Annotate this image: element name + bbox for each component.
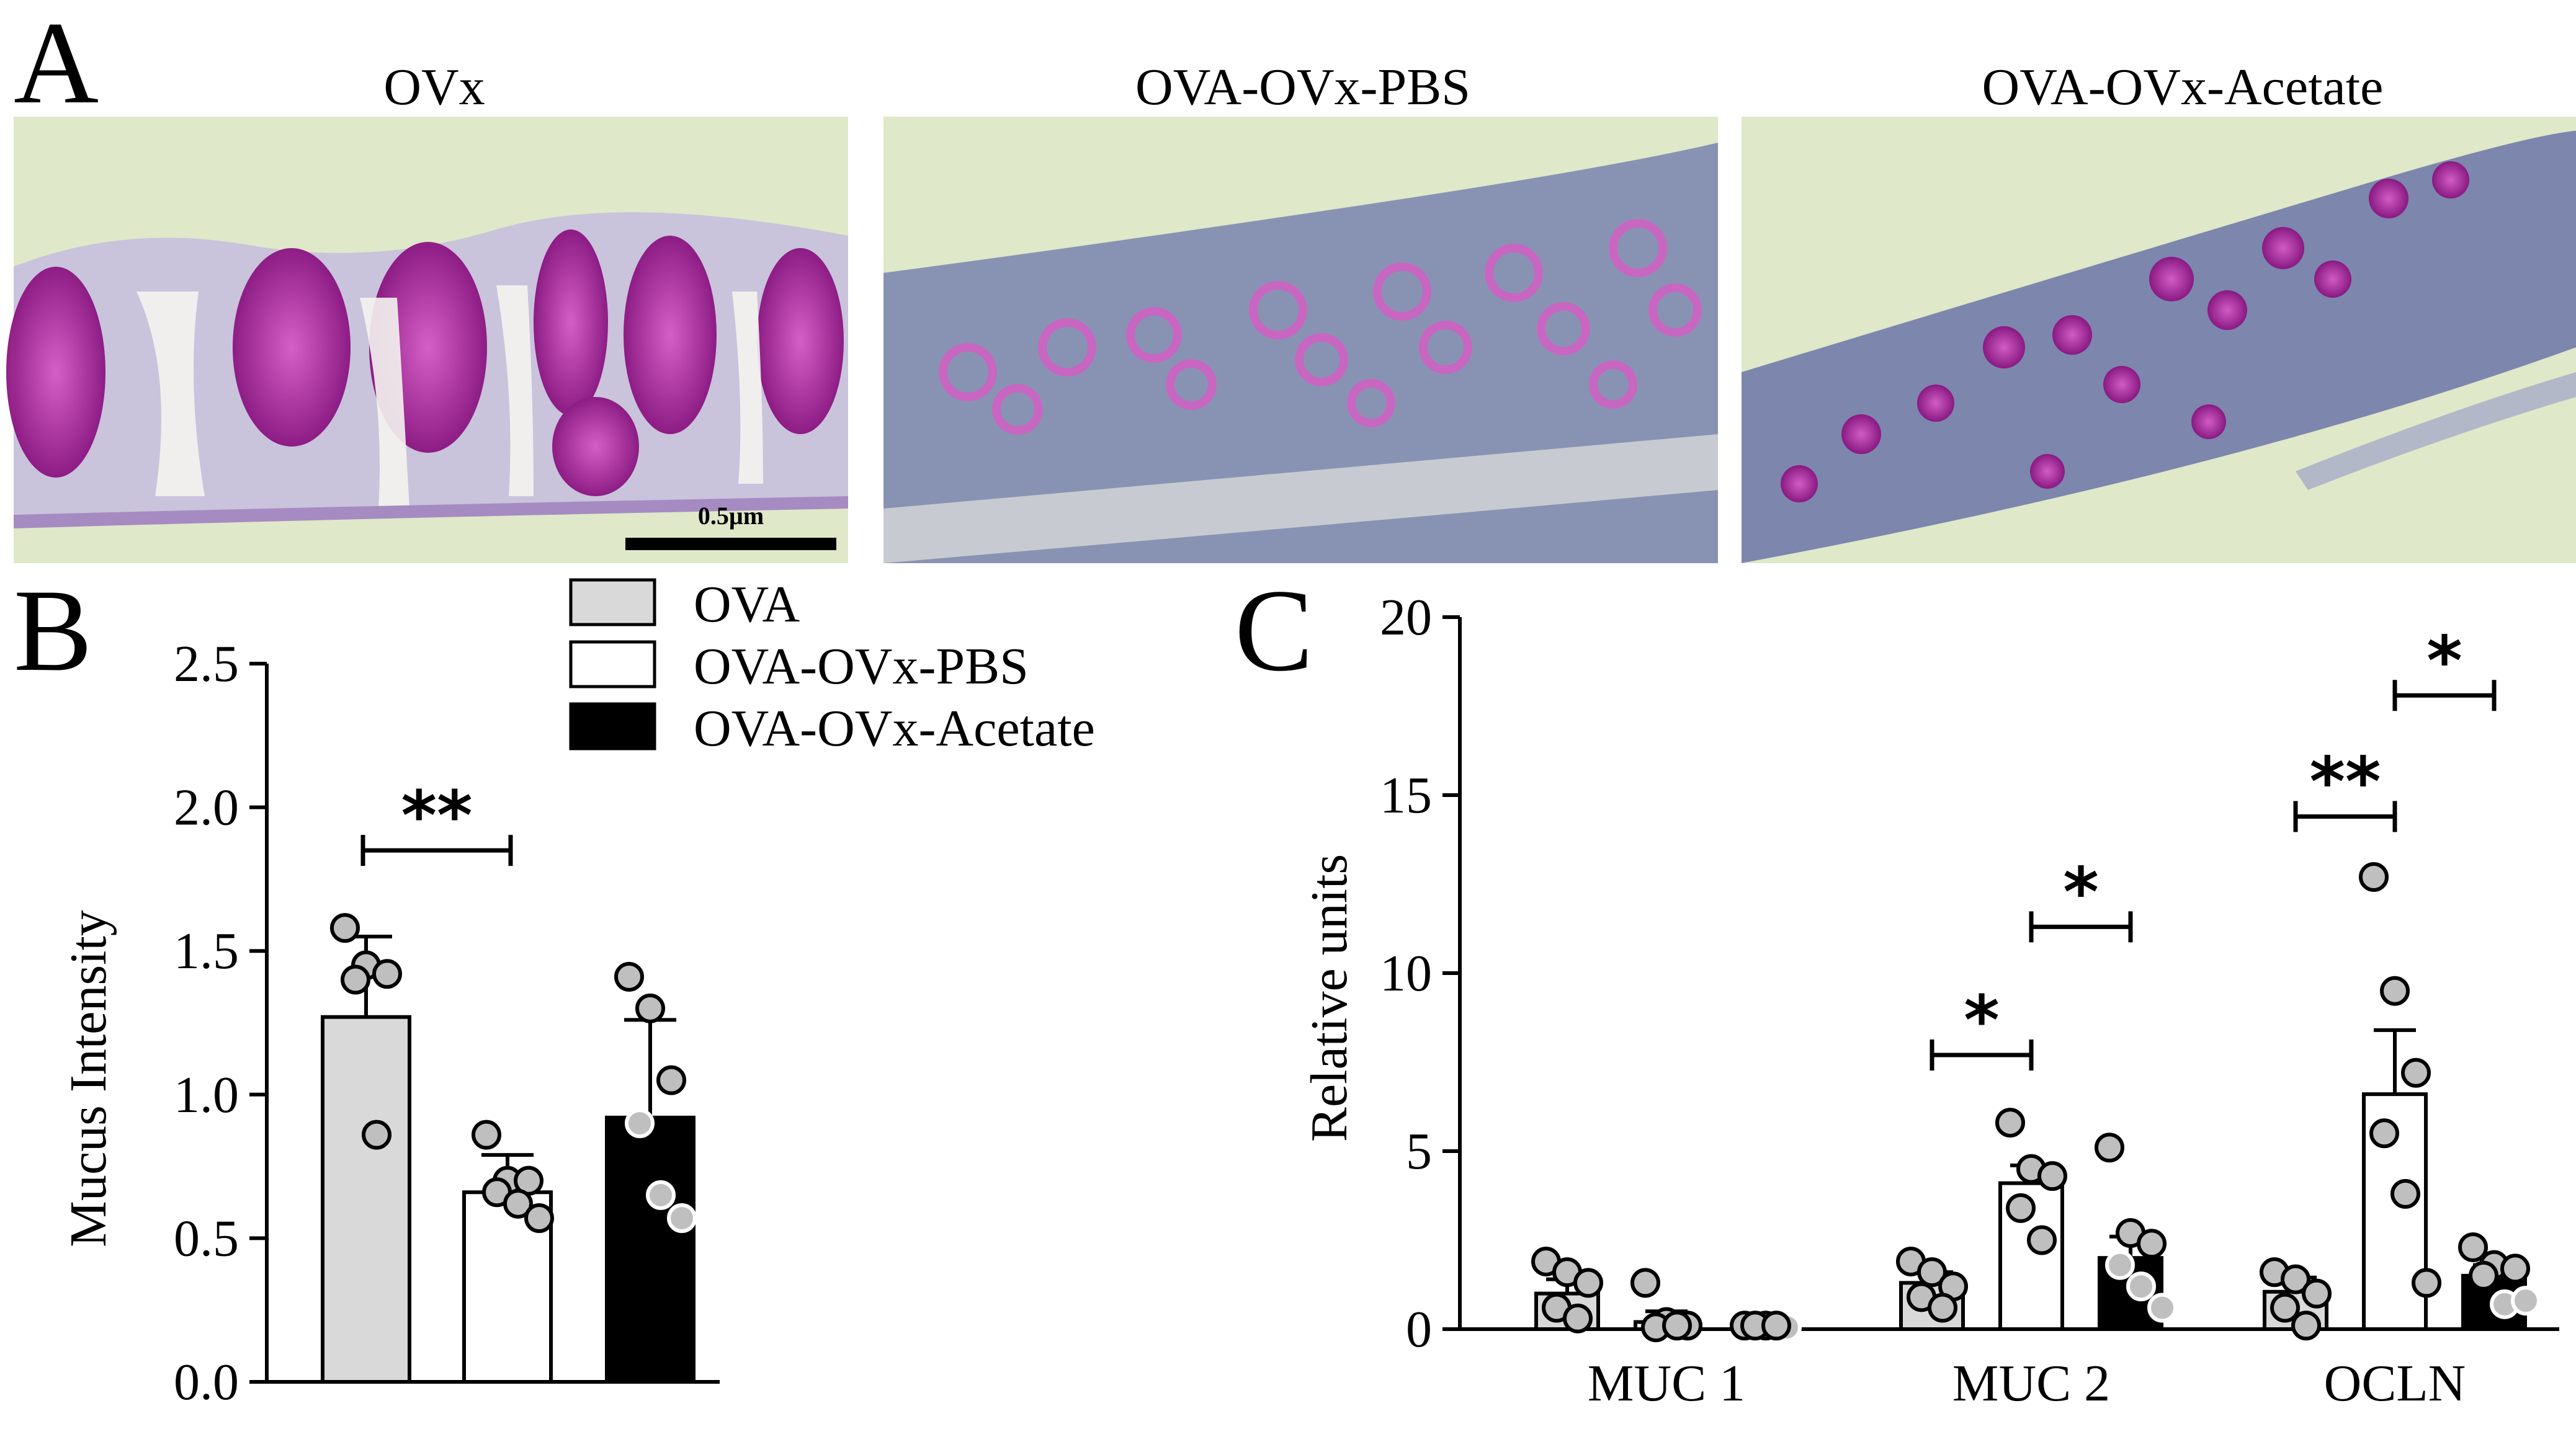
y-tick-label-0: 0 <box>1406 1301 1432 1358</box>
bar-c-1-0-point-1 <box>1917 1257 1947 1288</box>
bar-c-1-2-point-3 <box>2105 1250 2135 1280</box>
scale-bar <box>625 538 836 550</box>
y-tick-label-4: 20 <box>1380 589 1432 646</box>
panel-c-letter: C <box>1235 566 1313 696</box>
bar-c-2-0-point-1 <box>2281 1264 2310 1294</box>
bar-b-2-point-5 <box>667 1203 697 1233</box>
y-tick-label-0: 0.0 <box>174 1353 239 1411</box>
sig-c-1-label: * <box>2063 852 2099 932</box>
y-axis-label: Mucus Intensity <box>60 910 117 1247</box>
bar-c-1-2-point-5 <box>2147 1293 2177 1323</box>
x-tick-label-1: MUC 2 <box>1952 1355 2110 1412</box>
bar-b-1-point-4 <box>503 1188 533 1219</box>
bar-b-0 <box>321 1015 411 1384</box>
sig-c-2-label: ** <box>2309 742 2381 821</box>
bar-c-2-0-point-4 <box>2291 1311 2321 1341</box>
sig-b-0-label: ** <box>401 776 472 855</box>
x-tick-label-2: OCLN <box>2324 1355 2466 1412</box>
y-axis-label: Relative units <box>1300 854 1358 1142</box>
micrograph-ovx: OVx 0.5µm <box>6 58 848 563</box>
bar-c-2-0-point-2 <box>2302 1278 2332 1309</box>
panel-b-letter: B <box>14 566 92 696</box>
micrograph-title-ovx: OVx <box>383 58 485 116</box>
y-tick-label-4: 2.0 <box>174 779 239 837</box>
y-tick-label-3: 1.5 <box>174 922 239 980</box>
bar-c-2-1-point-2 <box>2401 1057 2431 1088</box>
y-tick-label-2: 10 <box>1380 945 1432 1002</box>
legend-item-acetate: OVA-OVx-Acetate <box>569 700 1095 757</box>
legend-label-pbs: OVA-OVx-PBS <box>694 638 1029 695</box>
sig-c-3-label: * <box>2426 621 2462 700</box>
micrograph-title-pbs: OVA-OVx-PBS <box>1135 58 1470 116</box>
bar-c-2-2-point-0 <box>2458 1232 2488 1262</box>
bar-b-1-point-5 <box>524 1203 554 1233</box>
bar-b-2 <box>605 1115 695 1384</box>
y-tick-label-1: 0.5 <box>174 1209 239 1267</box>
bar-b-0-point-4 <box>362 1120 391 1150</box>
legend-item-pbs: OVA-OVx-PBS <box>569 638 1029 695</box>
bar-c-1-2-point-0 <box>2095 1133 2124 1163</box>
bar-c-2-2-point-3 <box>2469 1260 2498 1291</box>
micrograph-ova-ovx-acetate: OVA-OVx-Acetate <box>1742 58 2576 563</box>
legend-item-ova: OVA <box>569 576 800 633</box>
bar-c-2-2-point-2 <box>2500 1253 2530 1284</box>
y-tick-label-2: 1.0 <box>174 1066 239 1124</box>
bar-c-2-1-point-1 <box>2380 976 2410 1006</box>
bar-c-0-2-point-4 <box>1761 1311 1791 1341</box>
bar-c-1-2-point-2 <box>2137 1229 2167 1259</box>
bar-c-1-1-point-3 <box>2006 1193 2036 1223</box>
bar-c-1-0-point-4 <box>1928 1293 1957 1323</box>
y-tick-label-1: 5 <box>1406 1123 1432 1180</box>
bar-c-2-1-point-5 <box>2412 1268 2441 1298</box>
legend-swatch-acetate <box>569 702 656 750</box>
y-tick-label-3: 15 <box>1380 767 1432 824</box>
bar-c-2-1-point-4 <box>2390 1178 2420 1209</box>
bar-b-2-point-2 <box>656 1065 686 1095</box>
y-tick-label-5: 2.5 <box>174 635 239 693</box>
bar-c-0-0-point-4 <box>1563 1303 1593 1333</box>
bar-c-0-1-point-4 <box>1662 1311 1692 1341</box>
bar-b-0-point-3 <box>341 964 370 995</box>
micrograph-ova-ovx-pbs: OVA-OVx-PBS <box>883 58 1718 563</box>
scale-bar-label: 0.5µm <box>698 502 764 530</box>
chart-b: 0.0 0.5 1.0 1.5 2.0 2.5 Mucus Intensity ** <box>60 635 720 1411</box>
bar-c-1-1-point-0 <box>1995 1108 2025 1138</box>
bar-c-1-1-point-4 <box>2027 1225 2057 1255</box>
legend-swatch-ova <box>569 578 656 626</box>
bar-c-1-2-point-4 <box>2126 1271 2156 1302</box>
legend: OVA OVA-OVx-PBS OVA-OVx-Acetate <box>569 576 1095 757</box>
bar-c-0-0-point-2 <box>1573 1268 1603 1298</box>
bar-c-1-1-point-2 <box>2037 1161 2067 1191</box>
x-tick-label-0: MUC 1 <box>1588 1355 1745 1412</box>
legend-label-acetate: OVA-OVx-Acetate <box>694 700 1095 757</box>
micrograph-title-acetate: OVA-OVx-Acetate <box>1982 58 2384 116</box>
legend-label-ova: OVA <box>694 576 800 633</box>
bar-c-2-0-point-3 <box>2270 1293 2300 1323</box>
bar-b-0-point-2 <box>372 959 402 989</box>
bar-c-0-1-point-0 <box>1630 1268 1660 1298</box>
bar-c-2-1-point-0 <box>2359 862 2389 893</box>
panel-a-letter: A <box>14 0 99 128</box>
bar-b-2-point-1 <box>635 993 665 1023</box>
legend-swatch-pbs <box>569 640 656 688</box>
sig-c-0-label: * <box>1964 981 2000 1060</box>
bar-b-2-point-3 <box>625 1108 655 1139</box>
bar-c-2-1-point-3 <box>2369 1118 2399 1149</box>
bar-b-2-point-4 <box>646 1180 676 1210</box>
bar-b-0-point-0 <box>330 913 360 943</box>
bar-b-1-point-0 <box>472 1120 501 1150</box>
bar-b-2-point-0 <box>614 961 644 992</box>
bar-c-2-2-point-5 <box>2511 1286 2541 1316</box>
